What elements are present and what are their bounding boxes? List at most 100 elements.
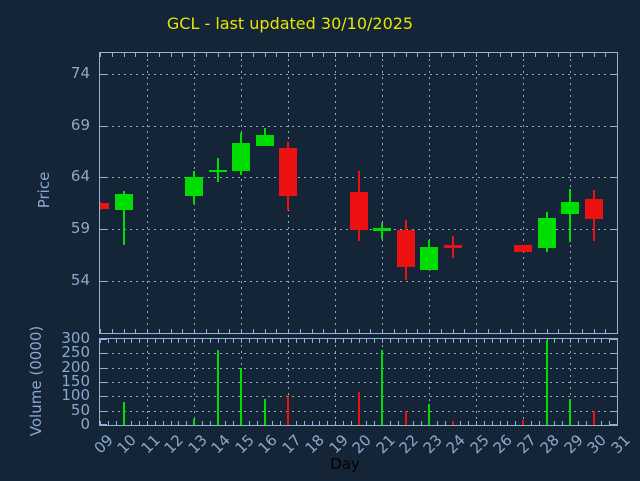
tick-mark bbox=[389, 421, 391, 425]
volume-axis-label: Volume (0000) bbox=[27, 325, 45, 437]
tick-mark bbox=[147, 421, 148, 425]
tick-mark bbox=[346, 329, 348, 333]
tick-mark bbox=[147, 53, 148, 57]
tick-mark bbox=[534, 329, 536, 333]
tick-mark bbox=[413, 339, 415, 343]
tick-mark bbox=[483, 421, 485, 425]
tick-mark bbox=[468, 339, 470, 343]
tick-mark bbox=[366, 339, 368, 343]
candle-body bbox=[232, 143, 250, 172]
tick-mark bbox=[570, 53, 571, 57]
tick-mark bbox=[229, 53, 231, 57]
candle-body bbox=[514, 244, 532, 253]
tick-mark bbox=[389, 339, 391, 343]
day-gridline bbox=[241, 53, 242, 333]
tick-mark bbox=[421, 421, 423, 425]
tick-mark bbox=[186, 339, 188, 343]
tick-mark bbox=[123, 53, 125, 57]
volume-tick-label: 150 bbox=[61, 372, 90, 390]
volume-bar bbox=[216, 350, 219, 425]
tick-mark bbox=[217, 53, 219, 57]
tick-mark bbox=[397, 339, 399, 343]
tick-mark bbox=[601, 339, 603, 343]
tick-mark bbox=[405, 53, 407, 57]
tick-mark bbox=[335, 53, 336, 57]
tick-mark bbox=[440, 329, 442, 333]
tick-mark bbox=[436, 339, 438, 343]
candle-body bbox=[561, 202, 579, 214]
tick-mark bbox=[135, 329, 137, 333]
tick-mark bbox=[464, 329, 466, 333]
tick-mark bbox=[139, 339, 141, 343]
tick-mark bbox=[397, 421, 399, 425]
tick-mark bbox=[194, 329, 195, 333]
day-gridline bbox=[429, 53, 430, 333]
tick-mark bbox=[295, 421, 297, 425]
tick-mark bbox=[311, 339, 313, 343]
tick-mark bbox=[139, 421, 141, 425]
tick-mark bbox=[170, 329, 172, 333]
day-gridline bbox=[335, 53, 336, 333]
volume-tick-label: 0 bbox=[80, 415, 90, 433]
tick-mark bbox=[358, 53, 360, 57]
tick-mark bbox=[256, 339, 258, 343]
tick-mark bbox=[335, 329, 336, 333]
tick-mark bbox=[350, 339, 352, 343]
tick-mark bbox=[570, 339, 571, 343]
candle-body bbox=[396, 230, 415, 267]
volume-plot-area bbox=[99, 338, 618, 426]
tick-mark bbox=[610, 125, 617, 127]
candle-body bbox=[185, 177, 203, 197]
tick-mark bbox=[256, 421, 258, 425]
day-gridline bbox=[523, 339, 524, 425]
tick-mark bbox=[562, 339, 564, 343]
tick-mark bbox=[115, 421, 117, 425]
tick-mark bbox=[280, 339, 282, 343]
volume-bar bbox=[592, 411, 595, 425]
tick-mark bbox=[610, 367, 617, 369]
price-plot-area bbox=[99, 52, 618, 334]
tick-mark bbox=[382, 339, 383, 343]
tick-mark bbox=[483, 339, 485, 343]
volume-bar bbox=[122, 402, 125, 425]
tick-mark bbox=[499, 329, 501, 333]
tick-mark bbox=[182, 53, 184, 57]
tick-mark bbox=[170, 53, 172, 57]
tick-mark bbox=[358, 339, 360, 343]
tick-mark bbox=[276, 329, 278, 333]
day-gridline bbox=[429, 339, 430, 425]
tick-mark bbox=[346, 53, 348, 57]
tick-mark bbox=[585, 339, 587, 343]
candle-body bbox=[420, 246, 438, 270]
tick-mark bbox=[405, 329, 407, 333]
volume-bar bbox=[428, 403, 430, 425]
tick-mark bbox=[123, 339, 125, 343]
tick-mark bbox=[605, 53, 607, 57]
tick-mark bbox=[444, 421, 446, 425]
tick-mark bbox=[170, 421, 172, 425]
tick-mark bbox=[530, 339, 532, 343]
tick-mark bbox=[585, 421, 587, 425]
tick-mark bbox=[452, 339, 454, 343]
day-gridline bbox=[194, 339, 195, 425]
tick-mark bbox=[100, 410, 107, 412]
tick-mark bbox=[617, 53, 618, 57]
tick-mark bbox=[288, 329, 289, 333]
tick-mark bbox=[311, 421, 313, 425]
tick-mark bbox=[323, 329, 325, 333]
tick-mark bbox=[605, 329, 607, 333]
chart-title: GCL - last updated 30/10/2025 bbox=[166, 14, 414, 33]
tick-mark bbox=[370, 329, 372, 333]
tick-mark bbox=[358, 329, 360, 333]
tick-mark bbox=[487, 53, 489, 57]
tick-mark bbox=[107, 339, 109, 343]
tick-mark bbox=[323, 53, 325, 57]
tick-mark bbox=[374, 339, 376, 343]
tick-mark bbox=[476, 53, 477, 57]
tick-mark bbox=[217, 329, 219, 333]
tick-mark bbox=[558, 329, 560, 333]
volume-tick-label: 50 bbox=[70, 400, 90, 419]
tick-mark bbox=[131, 421, 133, 425]
volume-bar bbox=[263, 399, 266, 425]
